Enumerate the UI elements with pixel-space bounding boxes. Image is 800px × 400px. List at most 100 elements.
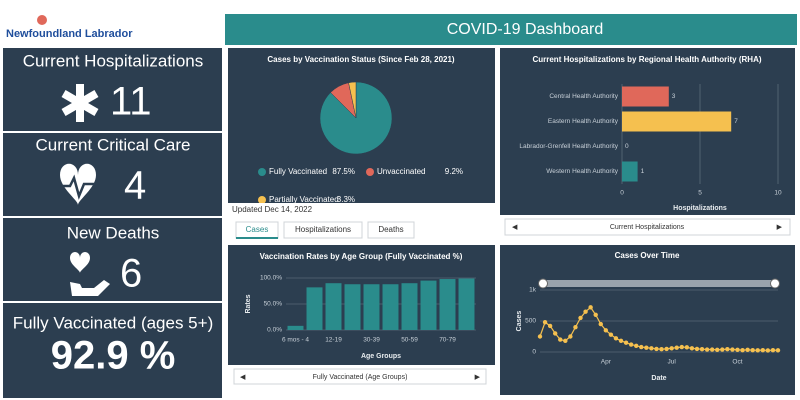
- bar: [363, 284, 380, 330]
- selector[interactable]: [504, 218, 791, 236]
- point: [613, 336, 619, 341]
- point: [644, 345, 649, 350]
- x-tick-label: 50-59: [401, 337, 418, 344]
- kpi-value: 92.9 %: [51, 334, 176, 378]
- legend-label: Unvaccinated: [377, 167, 425, 176]
- value-label: 0: [625, 143, 629, 150]
- y-tick-label: 50.0%: [264, 301, 283, 308]
- pie-chart: Cases by Vaccination Status (Since Feb 2…: [258, 55, 463, 203]
- legend-swatch: [258, 168, 266, 176]
- point: [755, 348, 760, 353]
- value-label: 9.2%: [445, 167, 463, 176]
- x-tick-label: 30-39: [363, 337, 380, 344]
- y-tick-label: Central Health Authority: [549, 93, 618, 100]
- heart-icon: [70, 252, 90, 273]
- bar: [622, 86, 669, 107]
- point: [775, 348, 781, 353]
- selector-label: Fully Vaccinated (Age Groups): [313, 374, 408, 381]
- bar: [382, 284, 399, 330]
- bar: [622, 161, 638, 182]
- tab-label[interactable]: Hospitalizations: [295, 225, 351, 234]
- selector-label: Current Hospitalizations: [610, 224, 685, 231]
- y-tick-label: 100.0%: [260, 275, 282, 282]
- chart-title: Vaccination Rates by Age Group (Fully Va…: [260, 252, 463, 261]
- value-label: 87.5%: [332, 167, 355, 176]
- point: [558, 337, 563, 342]
- chart-title: Cases by Vaccination Status (Since Feb 2…: [267, 55, 455, 64]
- point: [608, 332, 614, 337]
- x-tick-label: 0: [620, 190, 624, 197]
- point: [704, 347, 710, 352]
- logo-text: Newfoundland Labrador: [6, 28, 133, 40]
- heart-icon: [60, 163, 96, 205]
- kpi-panel: [3, 133, 222, 216]
- bar: [325, 283, 342, 330]
- kpi-label: Current Critical Care: [36, 135, 191, 154]
- point: [628, 342, 634, 347]
- slider-handle[interactable]: [538, 278, 548, 289]
- point: [568, 334, 573, 339]
- value-label: 7: [734, 118, 738, 125]
- point: [563, 338, 568, 344]
- x-tick-label: Jul: [668, 359, 677, 366]
- header-bar: [225, 14, 797, 45]
- tab[interactable]: [283, 221, 363, 239]
- point: [593, 312, 598, 317]
- chart-title: Cases Over Time: [615, 251, 680, 260]
- point: [547, 323, 553, 329]
- value-label: 3: [672, 93, 676, 100]
- selector-next[interactable]: ▶: [777, 224, 783, 231]
- kpi-panel: [3, 218, 222, 301]
- point: [750, 347, 755, 353]
- point: [760, 347, 766, 353]
- dashboard-title: COVID-19 Dashboard: [447, 21, 604, 38]
- bar: [439, 279, 456, 330]
- selector-next[interactable]: ▶: [475, 374, 481, 381]
- point: [684, 345, 690, 350]
- selector-prev[interactable]: ◀: [512, 224, 518, 231]
- point: [623, 340, 629, 345]
- point: [725, 347, 730, 352]
- y-tick-label: 1k: [529, 287, 537, 294]
- hospital-icon: [61, 84, 99, 122]
- range-slider[interactable]: [540, 280, 778, 287]
- point: [664, 346, 669, 352]
- x-axis-title: Age Groups: [361, 353, 401, 360]
- legend-swatch: [366, 168, 374, 176]
- legend-swatch: [258, 196, 266, 203]
- x-tick-label: 6 mos - 4: [282, 337, 309, 344]
- point: [603, 328, 609, 333]
- point: [730, 347, 735, 352]
- selector-prev[interactable]: ◀: [240, 374, 246, 381]
- tab-label[interactable]: Deaths: [378, 225, 403, 234]
- point: [720, 347, 725, 352]
- x-tick-label: Oct: [732, 359, 742, 366]
- x-tick-label: 70-79: [439, 337, 456, 344]
- pie-slice: [348, 81, 357, 119]
- point: [689, 346, 695, 351]
- heartbeat-line: [60, 174, 98, 200]
- y-tick-label: 0: [532, 349, 536, 356]
- chart-panel: [500, 245, 795, 395]
- slider-handle[interactable]: [770, 278, 780, 289]
- tab-label[interactable]: Cases: [246, 225, 269, 234]
- bar: [306, 287, 323, 330]
- bar: [622, 111, 732, 132]
- tab[interactable]: [367, 221, 415, 239]
- x-axis-title: Date: [651, 375, 666, 382]
- point: [699, 347, 705, 352]
- point: [634, 343, 639, 348]
- point: [770, 347, 776, 353]
- point: [598, 321, 603, 327]
- kpi-label: New Deaths: [67, 223, 160, 242]
- point: [740, 347, 745, 353]
- point: [588, 305, 593, 310]
- selector[interactable]: [233, 368, 487, 385]
- point: [552, 331, 558, 336]
- value-label: 1: [641, 168, 645, 175]
- point: [639, 344, 644, 350]
- y-axis-title: Cases: [516, 311, 523, 332]
- x-tick-label: Apr: [601, 359, 612, 366]
